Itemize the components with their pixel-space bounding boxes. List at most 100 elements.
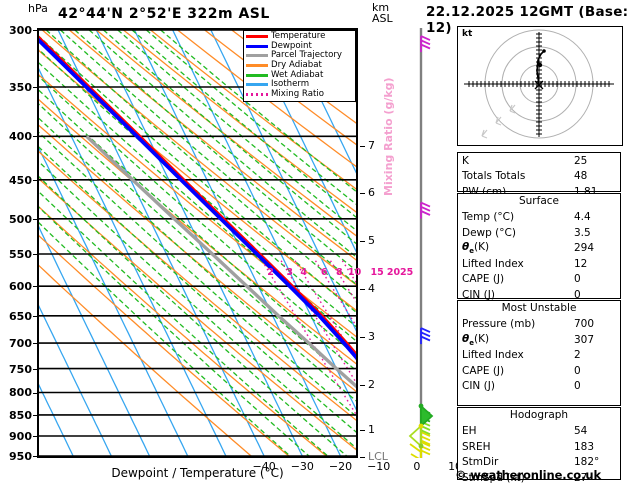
legend-swatch <box>246 35 268 39</box>
index-row: Lifted Index 2 <box>458 348 620 364</box>
wind-barb-pennant <box>408 425 422 447</box>
legend-swatch <box>246 73 268 77</box>
pressure-tick-label: 450 <box>9 173 32 187</box>
index-key: SREH <box>462 440 491 453</box>
index-row: K 25 <box>458 153 620 169</box>
temperature-trace <box>39 35 356 356</box>
index-key: Pressure (mb) <box>462 318 536 331</box>
height-tick <box>360 241 365 242</box>
pressure-tick <box>33 436 38 437</box>
pressure-tick <box>33 414 38 416</box>
legend-label: Temperature <box>271 31 326 42</box>
index-value: 12 <box>574 257 588 270</box>
index-key: CIN (J) <box>462 380 495 393</box>
legend: Temperature Dewpoint Parcel Trajectory Dry … <box>243 30 356 103</box>
height-tick-label: 1 <box>368 423 375 437</box>
height-tick <box>360 192 365 194</box>
panel-heading: Most Unstable <box>501 302 577 314</box>
parcel-trajectory-trace <box>85 135 356 389</box>
wind-barb <box>420 201 431 219</box>
panel-heading: Surface <box>518 195 559 207</box>
wind-barb-point <box>418 403 424 409</box>
skewt-canvas <box>39 30 356 456</box>
index-row: θe(K) 294 <box>458 241 620 257</box>
legend-item: Mixing Ratio <box>246 88 353 100</box>
index-key: Lifted Index <box>462 349 524 362</box>
pressure-tick <box>33 136 38 138</box>
height-tick <box>360 430 365 432</box>
pressure-tick <box>33 87 38 88</box>
index-key: EH <box>462 425 477 438</box>
hodograph-canvas <box>464 29 614 139</box>
temperature-tick-label: −30 <box>290 460 314 473</box>
legend-label: Mixing Ratio <box>271 88 324 99</box>
index-key: StmDir <box>462 456 499 469</box>
wind-barb-column <box>408 28 434 458</box>
mixing-ratio-axis-title: Mixing Ratio (g/kg) <box>382 77 395 196</box>
pressure-tick <box>33 456 38 457</box>
height-tick <box>360 337 365 339</box>
index-key: Totals Totals <box>462 170 526 183</box>
pressure-tick <box>33 315 38 317</box>
wind-barb <box>420 35 431 53</box>
legend-swatch <box>246 92 268 96</box>
pressure-tick <box>33 392 38 394</box>
page-title: 42°44'N 2°52'E 322m ASL <box>58 6 270 22</box>
index-row: Dewp (°C) 3.5 <box>458 225 620 241</box>
legend-swatch <box>246 54 268 58</box>
general-indices-panel: K 25 Totals Totals 48 PW (cm) 1.81 <box>457 152 621 198</box>
index-value: 294 <box>574 242 595 255</box>
legend-label: Wet Adiabat <box>271 69 324 80</box>
index-value: 0 <box>574 380 581 393</box>
mixing-ratio-tick-label: 4 <box>300 267 308 279</box>
index-value: 25 <box>574 154 588 167</box>
index-value: 0 <box>574 288 581 301</box>
index-row: StmSpd (kt) 27 <box>458 470 620 486</box>
index-key: CIN (J) <box>462 288 495 301</box>
dewpoint-trace <box>39 37 356 361</box>
pressure-tick-label: 900 <box>9 430 32 444</box>
index-value: 4.4 <box>574 211 591 224</box>
index-key: K <box>462 154 469 167</box>
run-timestamp: 22.12.2025 12GMT (Base: 12) <box>426 4 629 36</box>
index-row: Pressure (mb) 700 <box>458 317 620 333</box>
index-key: StmSpd (kt) <box>462 471 525 484</box>
temperature-tick-label: 0 <box>413 460 421 473</box>
height-tick-label: 4 <box>368 282 375 296</box>
index-row: CIN (J) 0 <box>458 379 620 395</box>
height-tick-label: 2 <box>368 377 375 391</box>
mixing-ratio-tick-label: 15 <box>370 267 384 279</box>
pressure-tick-label: 400 <box>9 130 32 144</box>
mixing-ratio-tick-label: 10 <box>348 267 362 279</box>
hodograph-indices-panel: Hodograph EH 54 SREH 183 StmDir 182° StmSpd (kt… <box>457 407 621 484</box>
legend-item: Parcel Trajectory <box>246 51 353 61</box>
index-row: CIN (J) 0 <box>458 287 620 303</box>
index-row: EH 54 <box>458 424 620 440</box>
pressure-tick-label: 500 <box>9 212 32 226</box>
legend-swatch <box>246 83 268 87</box>
legend-label: Dewpoint <box>271 40 312 51</box>
index-value: 0 <box>574 273 581 286</box>
pressure-tick-label: 750 <box>9 362 32 376</box>
index-value: 307 <box>574 333 595 346</box>
index-value: 2 <box>574 349 581 362</box>
index-value: 54 <box>574 425 588 438</box>
hodograph[interactable]: kt <box>457 26 623 146</box>
hodograph-origin-marker <box>534 80 544 90</box>
index-value: 700 <box>574 318 595 331</box>
index-value: 0 <box>574 364 581 377</box>
index-key: θe(K) <box>462 332 490 347</box>
index-value: 182° <box>574 456 600 469</box>
pressure-tick-label: 300 <box>9 24 32 37</box>
index-key: Lifted Index <box>462 257 524 270</box>
skewt-plot[interactable] <box>37 28 358 458</box>
wind-barb-point <box>418 443 424 449</box>
index-row: CAPE (J) 0 <box>458 272 620 288</box>
height-tick-label: 6 <box>368 185 375 199</box>
mixing-ratio-tick-label: 2 <box>267 267 274 279</box>
index-row: Totals Totals 48 <box>458 169 620 185</box>
legend-item: Dewpoint <box>246 40 353 52</box>
lcl-label: LCL <box>368 449 388 463</box>
index-value: 183 <box>574 440 595 453</box>
index-row: θe(K) 307 <box>458 332 620 348</box>
